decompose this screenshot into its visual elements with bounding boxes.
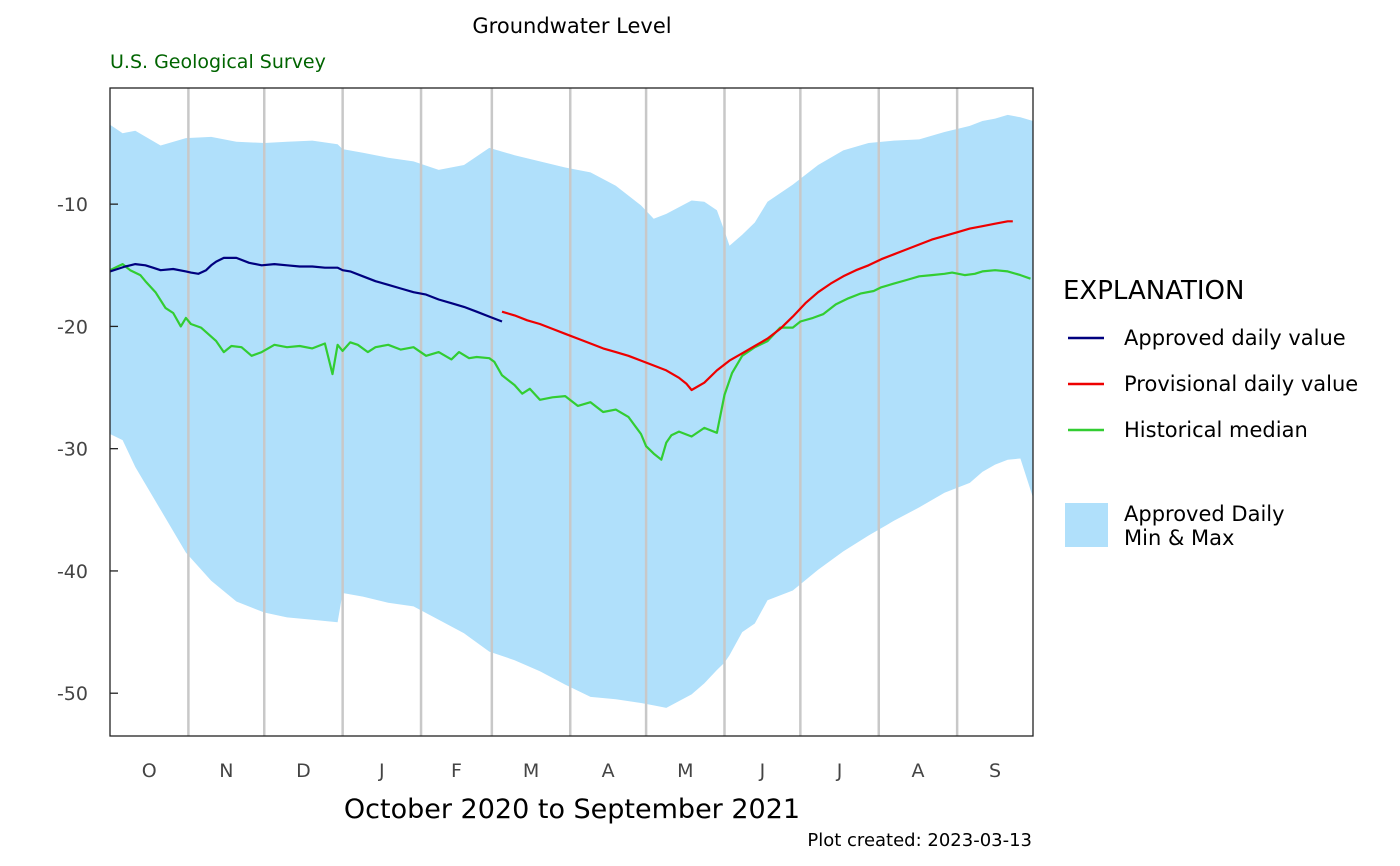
legend-swatch-band	[1065, 503, 1108, 547]
legend-label-band: Approved Daily Min & Max	[1124, 502, 1285, 550]
series-lines	[109, 220, 1031, 461]
y-tick-label: -10	[57, 194, 88, 216]
x-month-label: S	[989, 760, 1001, 782]
legend-label-provisional: Provisional daily value	[1124, 372, 1358, 396]
min-max-band-area	[110, 114, 1033, 708]
y-axis-ticks: -10 -20 -30 -40 -50	[57, 194, 118, 705]
agency-label: U.S. Geological Survey	[110, 51, 326, 73]
chart-title: Groundwater Level	[472, 14, 671, 38]
x-month-label: A	[911, 760, 924, 782]
x-month-label: D	[296, 760, 311, 782]
series-line-historical-median	[109, 263, 1031, 461]
series-line-provisional-daily-value	[501, 220, 1013, 392]
min-max-band	[110, 114, 1033, 708]
x-month-label: F	[451, 760, 462, 782]
x-month-label: J	[378, 760, 385, 782]
plot-created-label: Plot created: 2023-03-13	[807, 830, 1032, 851]
x-month-label: M	[523, 760, 539, 782]
x-month-label: J	[836, 760, 843, 782]
x-month-label: J	[759, 760, 766, 782]
x-month-label: O	[142, 760, 157, 782]
month-gridlines	[187, 88, 959, 736]
y-tick-label: -20	[57, 316, 88, 338]
y-tick-label: -30	[57, 439, 88, 461]
legend-title: EXPLANATION	[1063, 276, 1244, 306]
y-tick-label: -50	[57, 683, 88, 705]
x-month-label: N	[219, 760, 233, 782]
legend-label-approved: Approved daily value	[1124, 326, 1346, 350]
series-line-approved-daily-value	[109, 256, 503, 323]
x-month-label: M	[677, 760, 693, 782]
x-axis-label: October 2020 to September 2021	[344, 794, 800, 825]
legend-label-median: Historical median	[1124, 418, 1308, 442]
legend: EXPLANATION Approved daily value Provisi…	[1063, 276, 1358, 550]
legend-label-band-line: Min & Max	[1124, 526, 1234, 550]
plot-frame	[109, 87, 1034, 737]
y-tick-label: -40	[57, 561, 88, 583]
x-month-label: A	[602, 760, 615, 782]
legend-label-band-line: Approved Daily	[1124, 502, 1285, 526]
